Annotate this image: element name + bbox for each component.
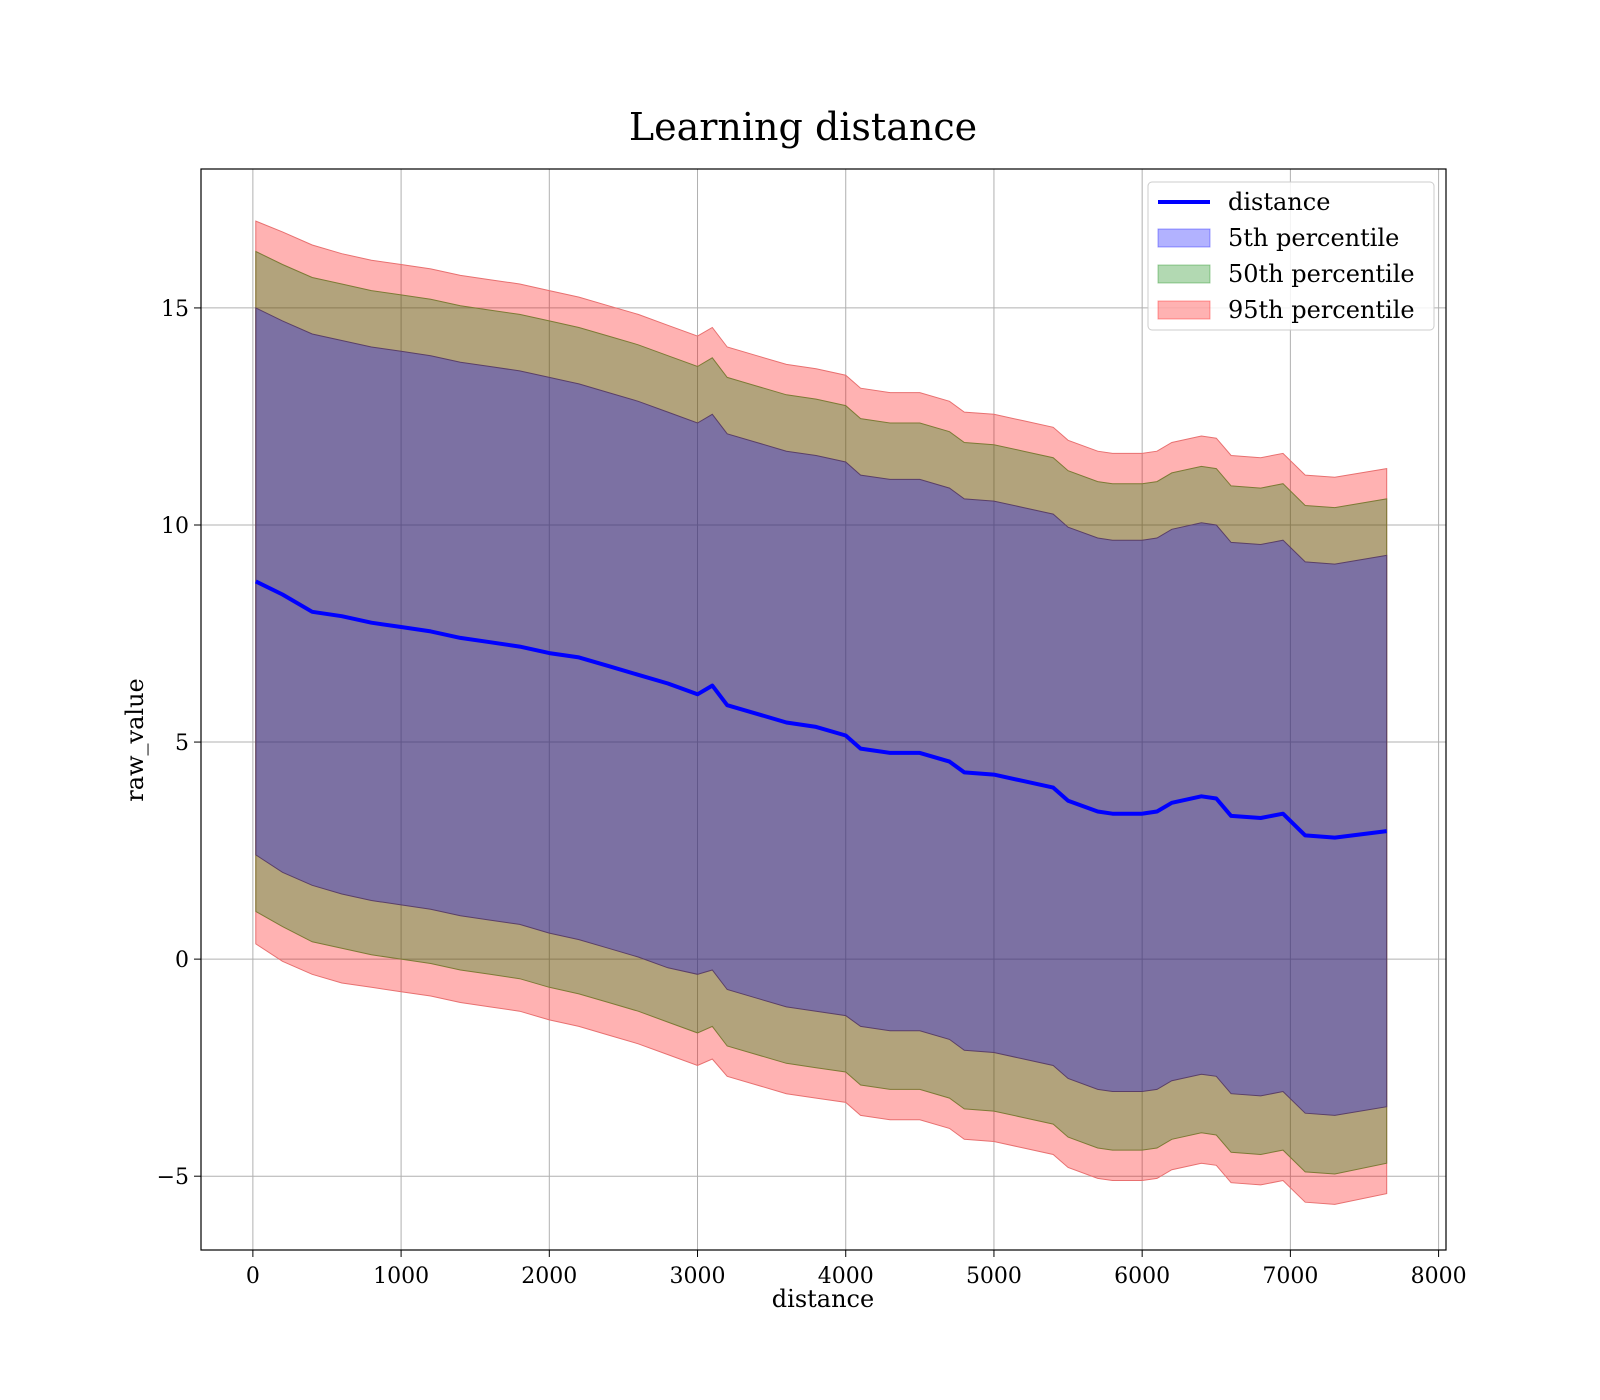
band-50th-percentile [255,250,1388,1175]
band-5th-percentile [255,307,1388,1116]
x-tick-label: 8000 [1411,1264,1467,1289]
legend-swatch-50th-percentile [1157,264,1211,284]
percentile-bands [255,220,1388,1205]
y-tick-label: −5 [157,1165,189,1190]
distance-line-layer [254,579,1387,840]
band-95th-percentile [255,220,1388,1205]
y-axis-ticks: −5 0 5 10 15 [157,297,201,1190]
legend-swatch-5th-percentile [1157,228,1211,248]
x-axis-label: distance [772,1285,874,1313]
legend-label: distance [1228,188,1330,216]
chart-title: Learning distance [629,105,977,149]
grid [201,169,1446,1250]
y-tick-label: 5 [175,731,189,756]
x-tick-label: 1000 [373,1264,429,1289]
legend-label: 5th percentile [1228,224,1399,252]
legend: distance 5th percentile 50th percentile 95t… [1147,181,1435,331]
legend-box [1147,181,1435,331]
x-tick-label: 6000 [1114,1264,1170,1289]
x-tick-label: 2000 [521,1264,577,1289]
x-axis-ticks: 0 1000 2000 3000 4000 5000 6000 7000 8000 [246,1250,1467,1289]
legend-label: 50th percentile [1228,260,1415,288]
y-tick-label: 10 [161,514,189,539]
x-tick-label: 3000 [670,1264,726,1289]
y-tick-label: 15 [161,297,189,322]
x-tick-label: 5000 [966,1264,1022,1289]
legend-label: 95th percentile [1228,296,1415,324]
x-tick-label: 7000 [1262,1264,1318,1289]
x-tick-label: 0 [246,1264,260,1289]
plot-area [200,168,1447,1251]
distance-line [254,579,1387,840]
plot-frame [200,168,1447,1251]
legend-swatch-95th-percentile [1157,300,1211,320]
x-tick-label: 4000 [818,1264,874,1289]
y-tick-label: 0 [175,948,189,973]
y-axis-label: raw_value [121,678,149,802]
